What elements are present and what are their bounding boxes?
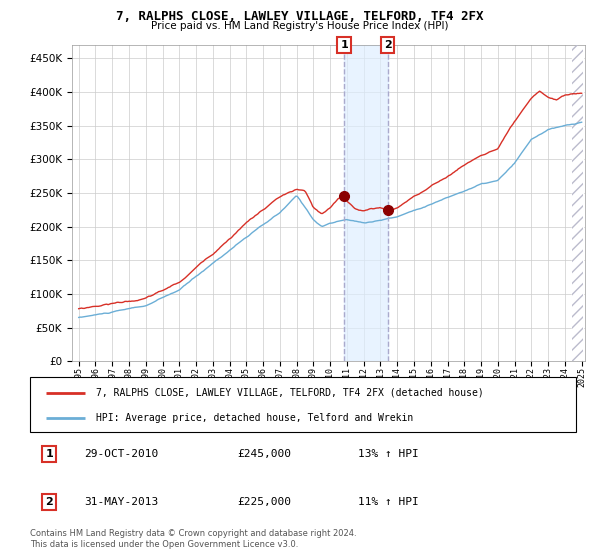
Text: 1: 1 [45,449,53,459]
Text: Contains HM Land Registry data © Crown copyright and database right 2024.
This d: Contains HM Land Registry data © Crown c… [30,529,356,549]
Bar [344,45,388,361]
Text: 2: 2 [383,40,391,50]
Text: 2: 2 [45,497,53,507]
Text: Price paid vs. HM Land Registry's House Price Index (HPI): Price paid vs. HM Land Registry's House … [151,21,449,31]
Text: HPI: Average price, detached house, Telford and Wrekin: HPI: Average price, detached house, Telf… [95,413,413,423]
Text: 7, RALPHS CLOSE, LAWLEY VILLAGE, TELFORD, TF4 2FX: 7, RALPHS CLOSE, LAWLEY VILLAGE, TELFORD… [116,10,484,23]
Text: 7, RALPHS CLOSE, LAWLEY VILLAGE, TELFORD, TF4 2FX (detached house): 7, RALPHS CLOSE, LAWLEY VILLAGE, TELFORD… [95,388,483,398]
Text: 11% ↑ HPI: 11% ↑ HPI [358,497,418,507]
Text: £225,000: £225,000 [238,497,292,507]
Text: 29-OCT-2010: 29-OCT-2010 [85,449,159,459]
Text: £245,000: £245,000 [238,449,292,459]
Bar [572,45,583,361]
Text: 1: 1 [340,40,348,50]
Bar [572,45,583,361]
Text: 13% ↑ HPI: 13% ↑ HPI [358,449,418,459]
Text: 31-MAY-2013: 31-MAY-2013 [85,497,159,507]
